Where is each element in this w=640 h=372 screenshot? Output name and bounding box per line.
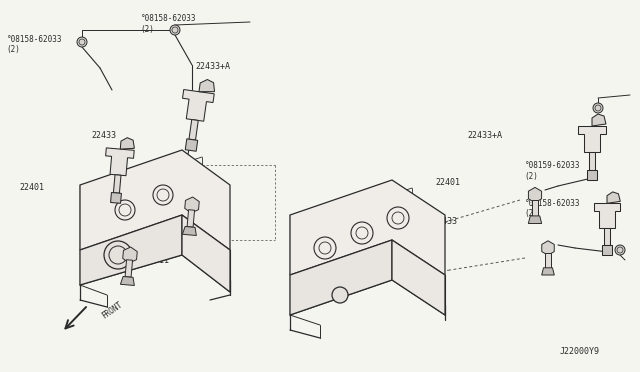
- Polygon shape: [594, 203, 620, 228]
- Polygon shape: [290, 180, 445, 275]
- Text: 22433+A: 22433+A: [467, 131, 502, 140]
- Text: 22433: 22433: [432, 217, 457, 226]
- Text: 22401: 22401: [163, 157, 188, 166]
- Polygon shape: [111, 192, 122, 203]
- Polygon shape: [80, 150, 230, 250]
- Polygon shape: [589, 152, 595, 170]
- Polygon shape: [578, 126, 606, 152]
- Circle shape: [615, 245, 625, 255]
- Text: J22000Y9: J22000Y9: [560, 347, 600, 356]
- Polygon shape: [106, 148, 134, 176]
- Text: °08158-62033
(2): °08158-62033 (2): [141, 15, 196, 34]
- Polygon shape: [189, 119, 198, 140]
- Text: °08158-62033
(2): °08158-62033 (2): [525, 199, 580, 218]
- Polygon shape: [199, 80, 214, 92]
- Text: °08159-62033
(2): °08159-62033 (2): [525, 161, 580, 181]
- Polygon shape: [592, 114, 606, 126]
- Polygon shape: [113, 175, 121, 193]
- Text: SEC.111: SEC.111: [296, 282, 332, 291]
- Text: °08158-62033
(2): °08158-62033 (2): [6, 35, 62, 54]
- Polygon shape: [602, 245, 612, 254]
- Polygon shape: [607, 192, 620, 203]
- Polygon shape: [604, 228, 610, 245]
- Circle shape: [170, 25, 180, 35]
- Polygon shape: [529, 187, 541, 203]
- Polygon shape: [187, 210, 195, 227]
- Polygon shape: [120, 276, 134, 285]
- Polygon shape: [182, 215, 230, 292]
- Text: 22433: 22433: [92, 131, 116, 140]
- Polygon shape: [182, 90, 214, 121]
- Polygon shape: [545, 253, 550, 268]
- Polygon shape: [182, 227, 196, 235]
- Circle shape: [77, 37, 87, 47]
- Polygon shape: [185, 139, 198, 151]
- Circle shape: [104, 241, 132, 269]
- Text: 22401: 22401: [368, 215, 393, 224]
- Polygon shape: [587, 170, 597, 180]
- Polygon shape: [125, 260, 132, 277]
- Polygon shape: [290, 240, 392, 315]
- Circle shape: [332, 287, 348, 303]
- Polygon shape: [392, 240, 445, 315]
- Polygon shape: [541, 268, 554, 275]
- Polygon shape: [185, 197, 199, 213]
- Circle shape: [593, 103, 603, 113]
- Text: SEC.111: SEC.111: [134, 256, 170, 265]
- Polygon shape: [532, 200, 538, 216]
- Text: FRONT: FRONT: [100, 300, 124, 320]
- Polygon shape: [542, 241, 554, 255]
- Polygon shape: [80, 215, 182, 285]
- Text: 22433+A: 22433+A: [195, 62, 230, 71]
- Text: 22401: 22401: [435, 178, 460, 187]
- Polygon shape: [120, 138, 134, 149]
- Polygon shape: [123, 247, 137, 263]
- Text: 22401: 22401: [19, 183, 44, 192]
- Polygon shape: [529, 216, 541, 224]
